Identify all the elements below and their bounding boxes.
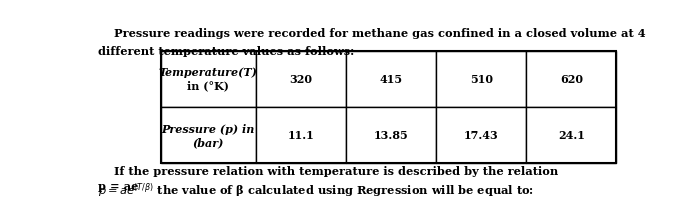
Text: p = ae: p = ae: [98, 180, 139, 191]
Text: 320: 320: [289, 74, 312, 85]
Text: If the pressure relation with temperature is described by the relation: If the pressure relation with temperatur…: [98, 165, 559, 176]
Bar: [346, 107, 436, 163]
Bar: [436, 52, 526, 107]
Text: different temperature values as follows:: different temperature values as follows:: [98, 45, 355, 56]
Bar: [161, 52, 256, 107]
Bar: [161, 107, 256, 163]
Text: Temperature(T): Temperature(T): [159, 67, 258, 78]
Text: 510: 510: [470, 74, 493, 85]
Bar: [161, 52, 617, 163]
Text: (bar): (bar): [193, 137, 224, 147]
Bar: [256, 107, 346, 163]
Text: 13.85: 13.85: [374, 130, 408, 140]
Bar: [256, 52, 346, 107]
Bar: [436, 107, 526, 163]
Bar: [526, 107, 617, 163]
Text: in (°K): in (°K): [188, 80, 229, 90]
Text: $p = ae^{(T/\beta)}$ the value of β calculated using Regression will be equal to: $p = ae^{(T/\beta)}$ the value of β calc…: [98, 180, 534, 199]
Text: 415: 415: [379, 74, 402, 85]
Text: 24.1: 24.1: [558, 130, 584, 140]
Text: 620: 620: [560, 74, 583, 85]
Text: 17.43: 17.43: [464, 130, 498, 140]
Bar: [346, 52, 436, 107]
Text: 11.1: 11.1: [288, 130, 314, 140]
Text: Pressure readings were recorded for methane gas confined in a closed volume at 4: Pressure readings were recorded for meth…: [98, 28, 646, 39]
Bar: [526, 52, 617, 107]
Text: Pressure (p) in: Pressure (p) in: [162, 123, 255, 134]
